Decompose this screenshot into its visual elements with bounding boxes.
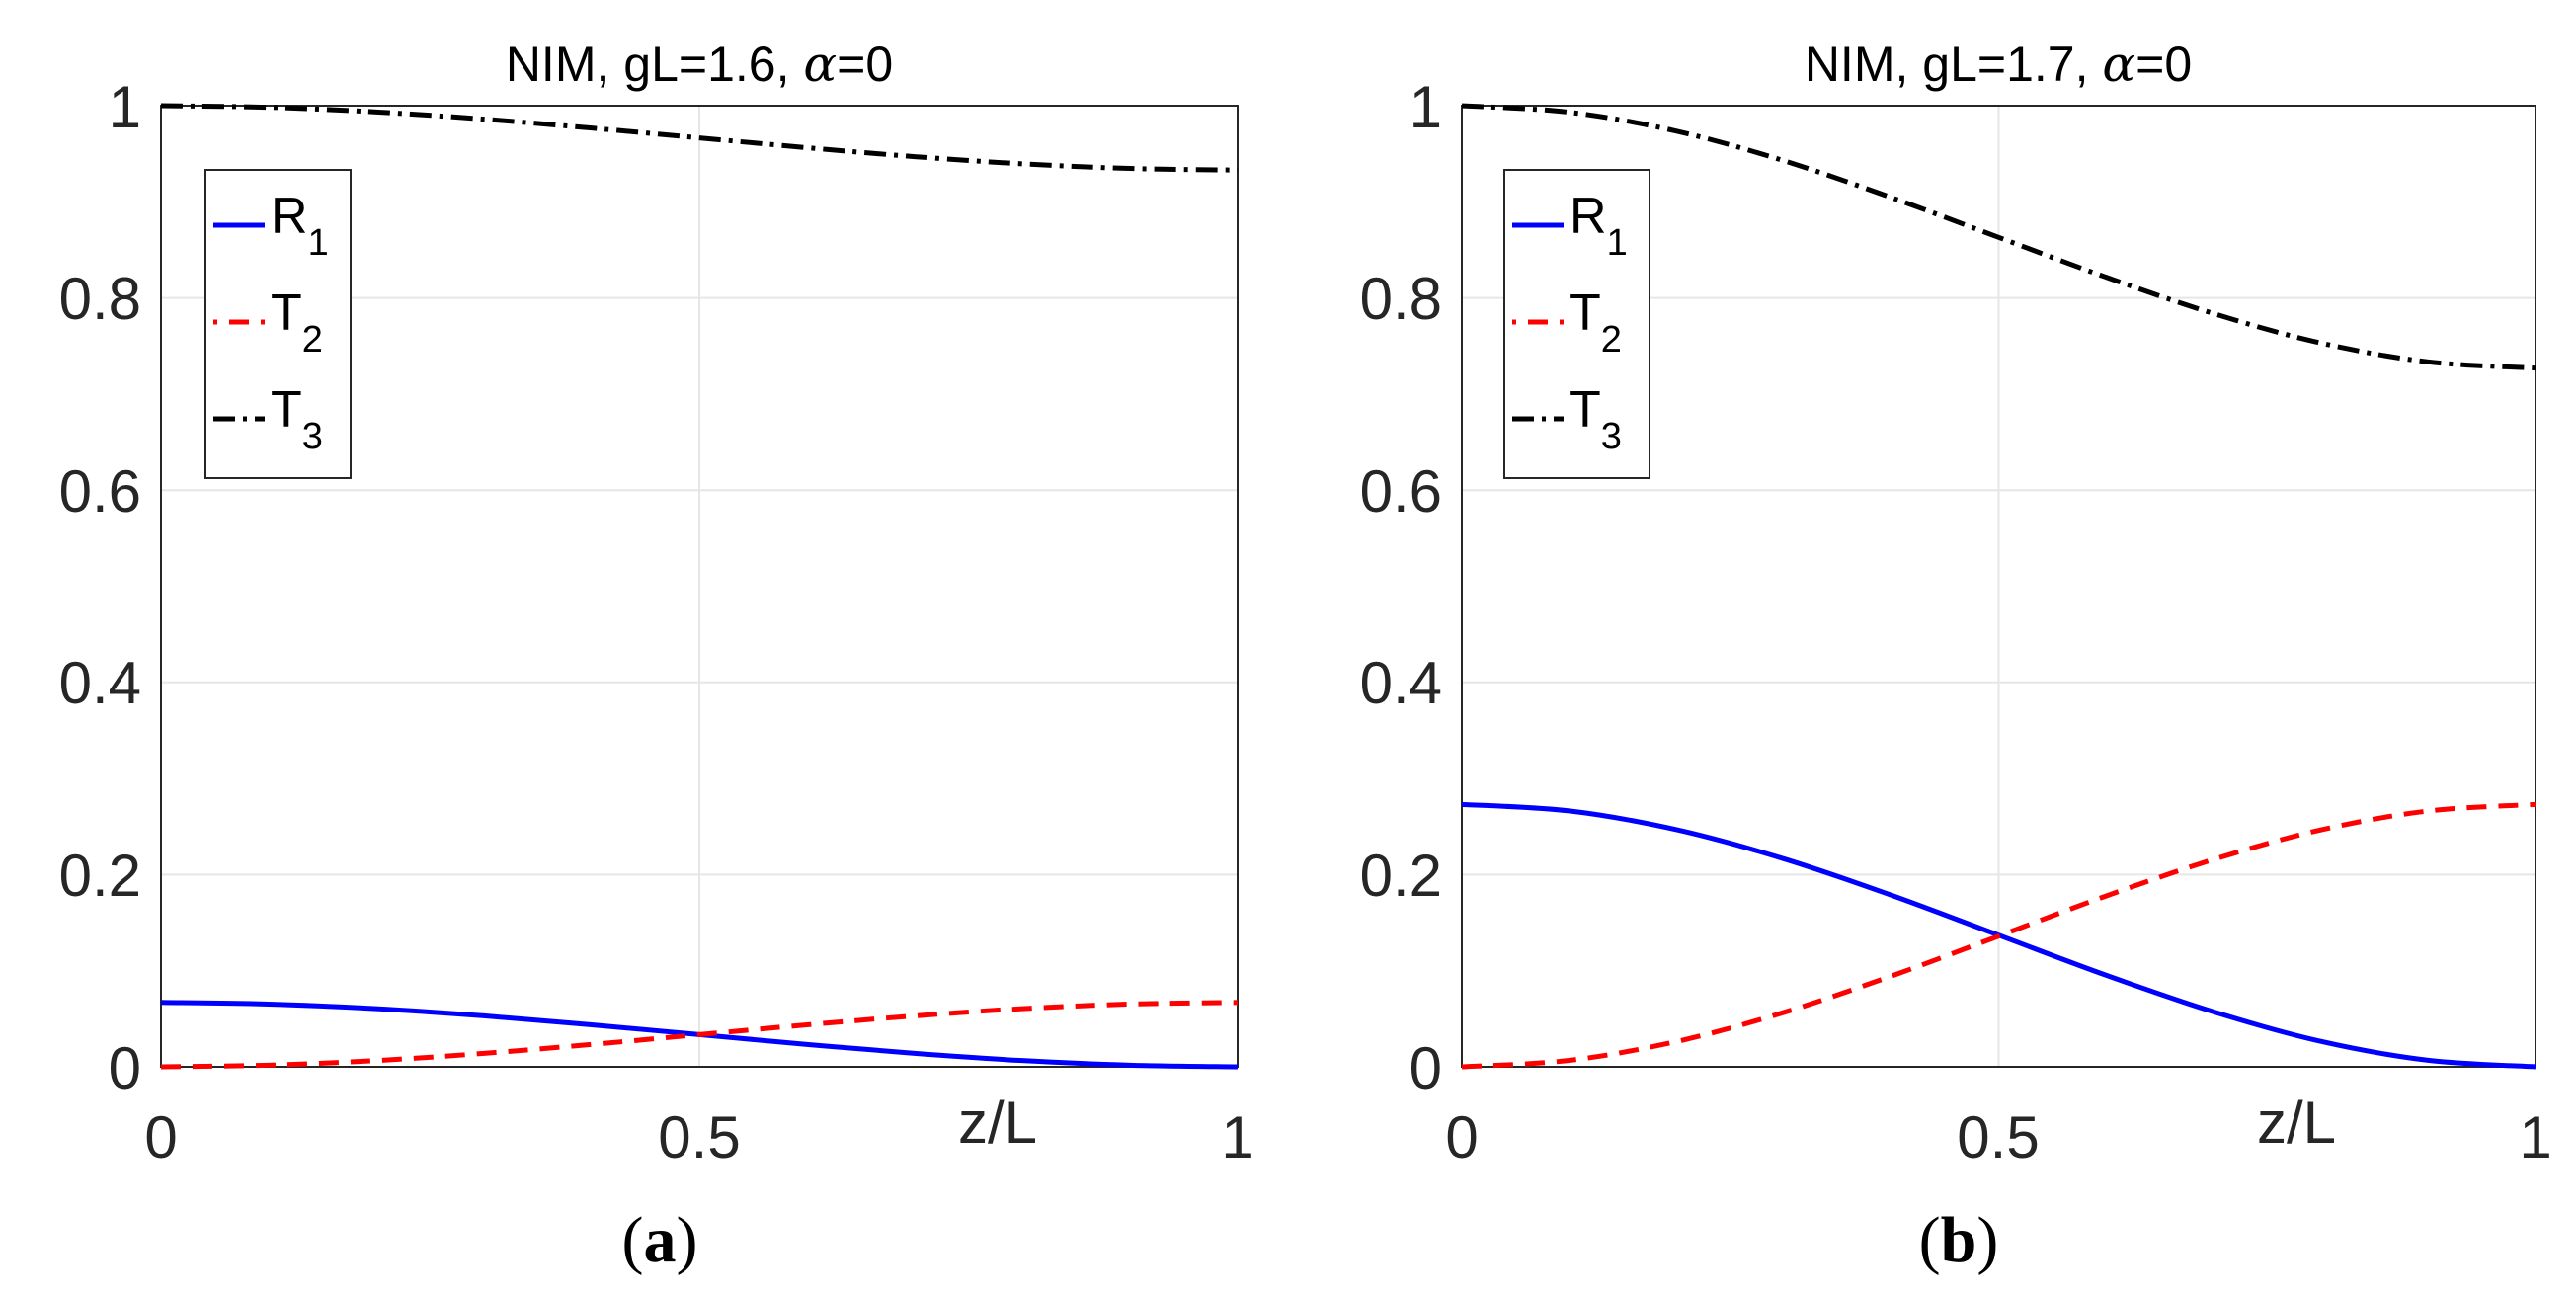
series-line-t3 — [1461, 103, 2536, 371]
ytick-label: 1 — [109, 74, 141, 140]
legend-b: R1 T2 T3 — [1503, 169, 1650, 479]
xtick-label: 0.5 — [1957, 1104, 2039, 1171]
xtick-labels-a: 0 0.5 1 — [144, 1104, 1253, 1171]
series-lines-b — [1461, 103, 2536, 1070]
panel-caption-a: (a) — [622, 1204, 698, 1276]
ytick-label: 0.6 — [1360, 458, 1442, 525]
series-lines-a — [160, 103, 1239, 1070]
plot-area-a — [160, 105, 1239, 1068]
xtick-label: 0 — [1445, 1104, 1478, 1171]
xtick-label: 1 — [1221, 1104, 1253, 1171]
ytick-label: 0 — [1409, 1035, 1442, 1101]
xtick-label: 0 — [144, 1104, 177, 1171]
ytick-label: 0.8 — [1360, 266, 1442, 332]
ytick-labels-a: 0 0.2 0.4 0.6 0.8 1 — [59, 74, 141, 1101]
x-axis-label-a: z/L — [958, 1090, 1037, 1156]
ytick-label: 0.2 — [1360, 843, 1442, 909]
chart-title-a: NIM, gL=1.6, α=0 — [506, 36, 893, 93]
chart-title-b: NIM, gL=1.7, α=0 — [1805, 36, 2192, 93]
legend-label-t2: T2 — [271, 284, 323, 361]
series-line-t3 — [160, 103, 1239, 173]
ytick-label: 0.4 — [59, 650, 141, 716]
plot-area-b — [1461, 105, 2536, 1068]
ytick-label: 0.6 — [59, 458, 141, 525]
ytick-labels-b: 0 0.2 0.4 0.6 0.8 1 — [1360, 74, 1442, 1101]
x-axis-label-b: z/L — [2257, 1090, 2336, 1156]
legend-a: R1 T2 T3 — [204, 169, 352, 479]
ytick-label: 1 — [1409, 74, 1442, 140]
legend-label-t2: T2 — [1570, 284, 1622, 361]
chart-a: 0 0.2 0.4 0.6 0.8 1 0 0.5 1 z/L NIM, gL=… — [59, 36, 1254, 1276]
legend-label-t3: T3 — [1570, 381, 1622, 457]
chart-b: 0 0.2 0.4 0.6 0.8 1 0 0.5 1 z/L NIM, gL=… — [1360, 36, 2552, 1276]
legend-label-r1: R1 — [271, 188, 329, 264]
ytick-label: 0.8 — [59, 266, 141, 332]
ytick-label: 0.2 — [59, 843, 141, 909]
ytick-label: 0.4 — [1360, 650, 1442, 716]
xtick-label: 0.5 — [658, 1104, 740, 1171]
legend-label-t3: T3 — [271, 381, 323, 457]
xtick-label: 1 — [2519, 1104, 2551, 1171]
ytick-label: 0 — [109, 1035, 141, 1101]
legend-label-r1: R1 — [1570, 188, 1628, 264]
series-line-t2 — [160, 1000, 1239, 1070]
panel-caption-b: (b) — [1919, 1204, 1999, 1276]
series-line-t2 — [1461, 801, 2536, 1070]
xtick-labels-b: 0 0.5 1 — [1445, 1104, 2551, 1171]
